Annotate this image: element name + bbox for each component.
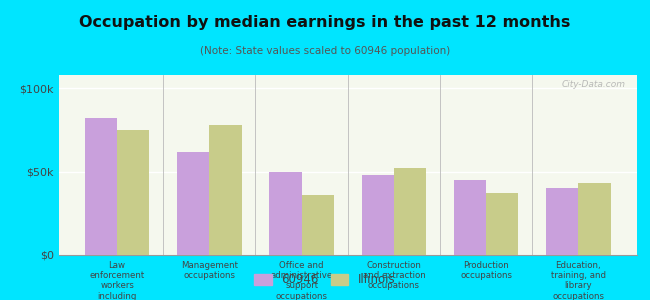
Text: (Note: State values scaled to 60946 population): (Note: State values scaled to 60946 popu… xyxy=(200,46,450,56)
Bar xyxy=(302,195,334,255)
Bar xyxy=(269,172,302,255)
Bar xyxy=(177,152,209,255)
Bar xyxy=(546,188,578,255)
Text: City-Data.com: City-Data.com xyxy=(562,80,625,89)
Bar xyxy=(84,118,117,255)
Bar xyxy=(578,183,611,255)
Bar xyxy=(486,193,519,255)
Bar xyxy=(454,180,486,255)
Bar xyxy=(361,175,394,255)
Bar xyxy=(117,130,150,255)
Legend: 60946, Illinois: 60946, Illinois xyxy=(250,269,400,291)
Bar xyxy=(209,125,242,255)
Bar xyxy=(394,168,426,255)
Text: Occupation by median earnings in the past 12 months: Occupation by median earnings in the pas… xyxy=(79,15,571,30)
